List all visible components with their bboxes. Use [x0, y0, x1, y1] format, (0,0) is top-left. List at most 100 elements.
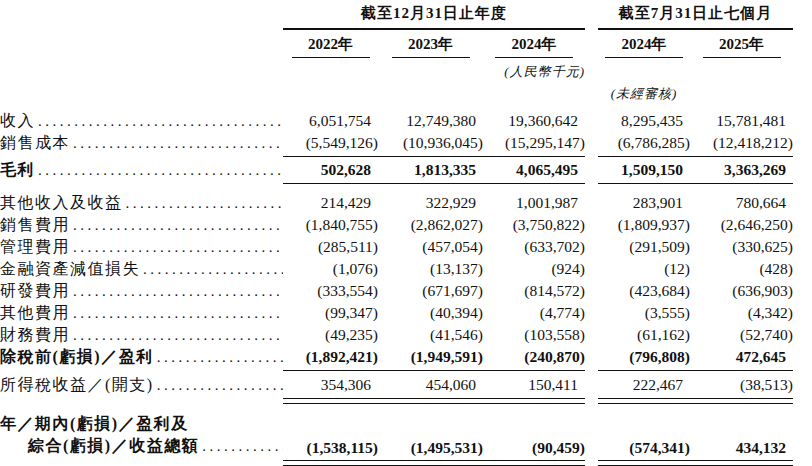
row-label-cell: 管理費用....................................… [0, 236, 283, 258]
value: 1,509,150 [598, 159, 690, 181]
value-cell: 214,429 [283, 192, 378, 214]
value: (457,054) [378, 236, 483, 258]
value-cell: 8,295,435 [598, 110, 690, 132]
value: (41,546) [378, 324, 483, 346]
value-cell: (240,870) [483, 346, 585, 371]
accounting-rule [690, 370, 793, 371]
value-cell: (38,513) [690, 374, 793, 404]
row-label-cell: 財務費用....................................… [0, 324, 283, 346]
value: (671,697) [378, 280, 483, 302]
value-cell: 222,467 [598, 374, 690, 404]
value: 1,813,335 [378, 159, 483, 181]
accounting-rule [283, 370, 378, 371]
value: (796,808) [598, 346, 690, 368]
value: (333,554) [283, 280, 378, 302]
unaudited-note: (未經審核) [598, 85, 690, 103]
table-row: 除稅前(虧損)／盈利..............................… [0, 346, 812, 371]
value-cell: (636,903) [690, 280, 793, 302]
accounting-rule [283, 460, 378, 461]
value: (423,684) [598, 280, 690, 302]
value: (49,235) [283, 324, 378, 346]
row-label-cell: 其他費用....................................… [0, 302, 283, 324]
row-label-cell: 除稅前(虧損)／盈利..............................… [0, 346, 283, 368]
value: (285,511) [283, 236, 378, 258]
value-cell: (428) [690, 258, 793, 280]
value-cell: (285,511) [283, 236, 378, 258]
value: (1,538,115) [283, 437, 378, 459]
row-label: 其他收入及收益 [0, 192, 123, 214]
value-cell: 1,813,335 [378, 159, 483, 184]
value: (1,076) [283, 258, 378, 280]
value-cell: 454,060 [378, 374, 483, 404]
row-label: 金融資產減值損失 [0, 258, 140, 280]
value-cell: (3,750,822) [483, 214, 585, 236]
dot-leader: ........................................… [70, 214, 283, 236]
value: 472,645 [690, 346, 793, 368]
dot-leader: ........................................… [35, 159, 283, 181]
value: 12,749,380 [378, 110, 483, 132]
value: (924) [483, 258, 585, 280]
row-label-cell: 年／期內(虧損)／盈利及綜合(虧損)／收益總額.................… [0, 413, 283, 466]
accounting-rule [483, 183, 585, 184]
value: 214,429 [283, 192, 378, 214]
row-label: 銷售成本 [0, 132, 70, 154]
dot-leader: ........................................… [123, 192, 284, 214]
row-label: 銷售費用 [0, 214, 70, 236]
value: (3,555) [598, 302, 690, 324]
table-row: 收入......................................… [0, 110, 812, 132]
value-cell: (574,341) [598, 437, 690, 466]
dot-leader: ........................................… [199, 435, 283, 457]
value: (2,646,250) [690, 214, 793, 236]
table-row: 銷售費用....................................… [0, 214, 812, 236]
year-header-cell: 2022年 [283, 35, 378, 58]
value-cell: (423,684) [598, 280, 690, 302]
value-cell: 15,781,481 [690, 110, 793, 132]
dot-leader: ........................................… [70, 280, 283, 302]
value: (3,750,822) [483, 214, 585, 236]
table-row: 財務費用....................................… [0, 324, 812, 346]
row-label-cell: 其他收入及收益.................................… [0, 192, 283, 214]
accounting-rule [483, 398, 585, 399]
value-cell: (90,459) [483, 437, 585, 466]
accounting-rule [483, 403, 585, 404]
value-cell: (15,295,147) [483, 132, 585, 157]
year-header-2024: 2024年 [495, 35, 573, 58]
dot-leader: ........................................… [35, 110, 283, 132]
value-cell: (1,809,937) [598, 214, 690, 236]
accounting-rule [598, 156, 690, 157]
value: (2,862,027) [378, 214, 483, 236]
dot-leader: ........................................… [154, 346, 283, 368]
row-label-cell: 銷售費用....................................… [0, 214, 283, 236]
row-label: 研發費用 [0, 280, 70, 302]
value: 283,901 [598, 192, 690, 214]
accounting-rule [598, 460, 690, 461]
value-cell: (4,774) [483, 302, 585, 324]
table-row: 其他費用....................................… [0, 302, 812, 324]
value-cell: (13,137) [378, 258, 483, 280]
value: (1,892,421) [283, 346, 378, 368]
period-group-header-row: 截至12月31日止年度 截至7月31日止七個月 [0, 4, 812, 30]
value-cell: (3,555) [598, 302, 690, 324]
row-label-cell: 研發費用....................................… [0, 280, 283, 302]
dot-leader: ........................................… [70, 324, 283, 346]
value-cell: (333,554) [283, 280, 378, 302]
value-cell: (41,546) [378, 324, 483, 346]
value: (330,625) [690, 236, 793, 258]
value-cell: (4,342) [690, 302, 793, 324]
dot-leader: ........................................… [154, 374, 283, 396]
value: (12) [598, 258, 690, 280]
accounting-rule [690, 460, 793, 461]
value: (12,418,212) [690, 132, 793, 154]
year-header-row: 2022年 2023年 2024年 2024年 2025年 [0, 35, 812, 58]
value: (15,295,147) [483, 132, 585, 154]
value: (1,840,755) [283, 214, 378, 236]
value: (1,495,531) [378, 437, 483, 459]
accounting-rule [378, 403, 483, 404]
value-cell: (40,394) [378, 302, 483, 324]
year-header-2024-7m: 2024年 [605, 35, 683, 58]
value-cell: 19,360,642 [483, 110, 585, 132]
accounting-rule [378, 398, 483, 399]
value: 3,363,269 [690, 159, 793, 181]
value: (99,347) [283, 302, 378, 324]
value-cell: 150,411 [483, 374, 585, 404]
